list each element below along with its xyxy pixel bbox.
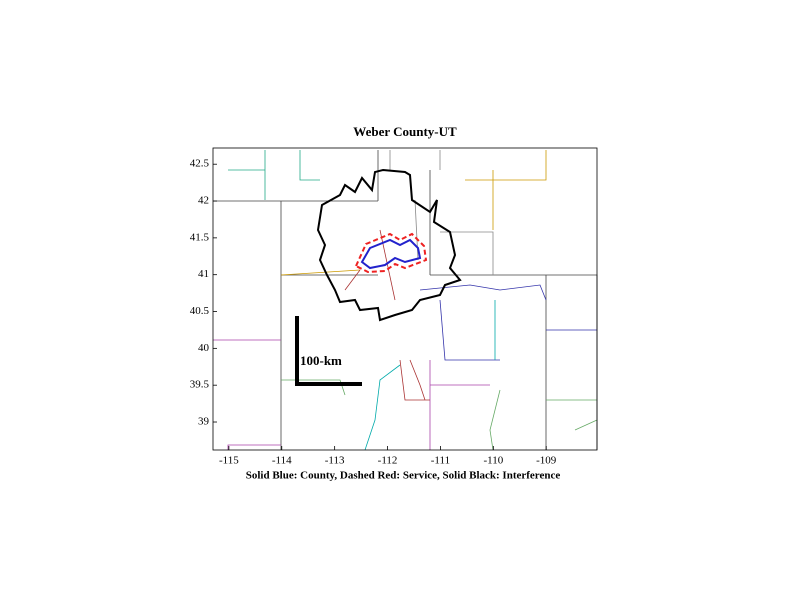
x-tick-label: -114 [272,455,292,467]
y-tick-label: 40 [198,342,210,354]
x-tick-label: -112 [378,455,398,467]
y-tick-label: 42 [198,195,209,207]
y-tick-label: 41 [198,268,209,280]
x-tick-label: -109 [536,455,557,467]
y-tick-label: 40.5 [190,305,210,317]
plot-frame [212,147,598,451]
x-tick-label: -110 [483,455,503,467]
x-tick-label: -113 [325,455,345,467]
scale-label: 100-km [300,353,342,368]
service-contour [354,232,428,274]
x-tick-label: -115 [219,455,239,467]
interference-contour [316,168,462,322]
county-outline [360,238,422,270]
x-axis-label: Solid Blue: County, Dashed Red: Service,… [246,470,561,482]
y-tick-label: 42.5 [190,158,210,170]
chart-title: Weber County-UT [353,124,457,139]
y-tick-label: 41.5 [190,231,210,243]
y-tick-label: 39.5 [190,379,210,391]
y-tick-label: 39 [198,416,210,428]
scale-bar [295,316,362,386]
boundaries [213,150,598,451]
x-tick-label: -111 [431,455,450,467]
